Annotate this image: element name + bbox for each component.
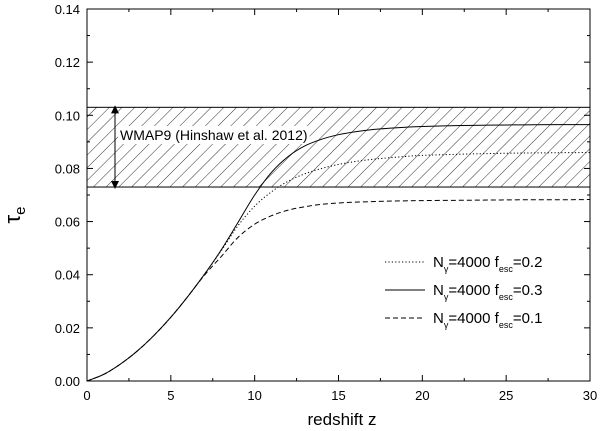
x-tick-label: 20 <box>415 388 429 403</box>
legend-label-subscript: esc <box>499 264 514 274</box>
y-axis-title-main: τ <box>0 215 25 224</box>
band-annotation-label: WMAP9 (Hinshaw et al. 2012) <box>120 127 308 143</box>
series-lines <box>86 124 591 382</box>
legend-label-subscript: γ <box>444 320 449 330</box>
tick-marks-and-labels: 0 5 10 15 20 25 30 0.00 0.02 0.04 0.06 0.08 0.10 0.12… <box>55 2 598 403</box>
legend: Nγ=4000 fesc=0.2Nγ=4000 fesc=0.3Nγ=4000 … <box>385 254 542 330</box>
wmap9-band <box>86 105 591 190</box>
x-tick-label: 30 <box>583 388 597 403</box>
y-tick-label: 0.04 <box>55 268 80 283</box>
band-label-backing <box>118 126 310 144</box>
legend-label-text: =0.1 <box>513 310 543 327</box>
x-tick-label: 5 <box>167 388 174 403</box>
legend-label-text: =0.3 <box>513 282 543 299</box>
legend-label-subscript: esc <box>499 320 514 330</box>
y-tick-label: 0.12 <box>55 55 80 70</box>
band-rect <box>86 106 591 188</box>
legend-label-text: N <box>433 282 444 299</box>
x-axis-title: redshift z <box>308 410 377 429</box>
legend-label-text: N <box>433 254 444 271</box>
legend-label: Nγ=4000 fesc=0.1 <box>433 310 542 330</box>
y-tick-label: 0.10 <box>55 108 80 123</box>
legend-label-text: =4000 f <box>448 282 499 299</box>
y-tick-label: 0.08 <box>55 161 80 176</box>
legend-label-subscript: γ <box>444 292 449 302</box>
series-line-dotted <box>86 151 591 382</box>
series-line-dashed <box>86 199 591 382</box>
y-tick-label: 0.06 <box>55 215 80 230</box>
legend-label-subscript: esc <box>499 292 514 302</box>
y-tick-label: 0.00 <box>55 374 80 389</box>
legend-label-text: =4000 f <box>448 254 499 271</box>
legend-label: Nγ=4000 fesc=0.3 <box>433 282 542 302</box>
y-tick-label: 0.02 <box>55 321 80 336</box>
svg-text:τe: τe <box>0 206 29 223</box>
x-tick-label: 15 <box>331 388 345 403</box>
legend-label-subscript: γ <box>444 264 449 274</box>
legend-label-text: =0.2 <box>513 254 543 271</box>
legend-label-text: N <box>433 310 444 327</box>
legend-label-text: =4000 f <box>448 310 499 327</box>
y-axis-title: τe <box>0 206 29 223</box>
x-tick-label: 25 <box>499 388 513 403</box>
x-tick-label: 10 <box>247 388 261 403</box>
y-tick-label: 0.14 <box>55 2 80 17</box>
x-tick-label: 0 <box>83 388 90 403</box>
y-axis-title-sub: e <box>12 206 29 214</box>
legend-label: Nγ=4000 fesc=0.2 <box>433 254 542 274</box>
